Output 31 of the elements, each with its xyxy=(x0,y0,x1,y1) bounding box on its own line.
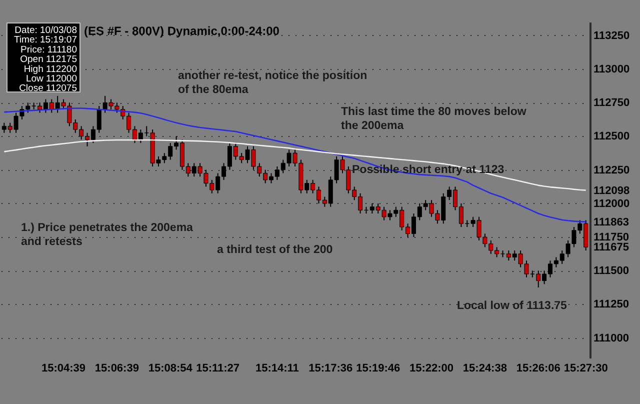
x-tick-label: 15:06:39 xyxy=(94,362,139,374)
x-tick-label: 15:14:11 xyxy=(255,362,299,374)
y-tick-label: 111750 xyxy=(594,232,629,244)
y-tick-label: 111500 xyxy=(594,265,629,278)
x-tick-label: 15:08:54 xyxy=(148,362,194,374)
x-tick-label: 15:04:39 xyxy=(41,362,86,374)
y-tick-label: 111863 xyxy=(594,216,629,228)
y-tick-label: 112750 xyxy=(594,97,630,110)
y-tick-label: 111675 xyxy=(594,242,629,254)
y-tick-label: 112098 xyxy=(594,184,630,197)
x-tick-label: 15:26:06 xyxy=(516,362,560,374)
x-tick-label: 15:11:27 xyxy=(196,362,240,374)
y-tick-label: 111000 xyxy=(594,332,629,344)
y-tick-label: 112000 xyxy=(594,198,630,210)
x-tick-label: 15:27:30 xyxy=(564,362,608,374)
annotation: a third test of the 200 xyxy=(217,244,333,256)
annotation: Local low of 1113.75 xyxy=(457,300,568,312)
x-tick-label: 15:24:38 xyxy=(462,362,507,374)
y-tick-label: 113250 xyxy=(594,30,630,42)
y-tick-label: 111250 xyxy=(594,298,629,311)
x-tick-label: 15:19:46 xyxy=(356,362,400,374)
annotation: This last time the 80 moves below the 200ema xyxy=(341,106,526,132)
chart-title: (ES #F - 800V) Dynamic,0:00-24:00 xyxy=(84,24,280,38)
y-tick-label: 112250 xyxy=(594,164,630,176)
annotation: another re-test, notice the position of the 80ema xyxy=(178,70,368,96)
x-tick-label: 15:17:36 xyxy=(308,362,353,374)
annotation: 1.) Price penetrates the 200ema and retests xyxy=(21,222,194,248)
y-tick-label: 113000 xyxy=(594,64,630,76)
annotation: Date: 10/03/08 Time: 15:19:07 Price: 111180 Open 112175 High 112200 Low 112000 Close 112075 xyxy=(14,25,77,94)
x-tick-label: 15:22:00 xyxy=(409,362,454,374)
y-tick-label: 112500 xyxy=(594,130,630,143)
